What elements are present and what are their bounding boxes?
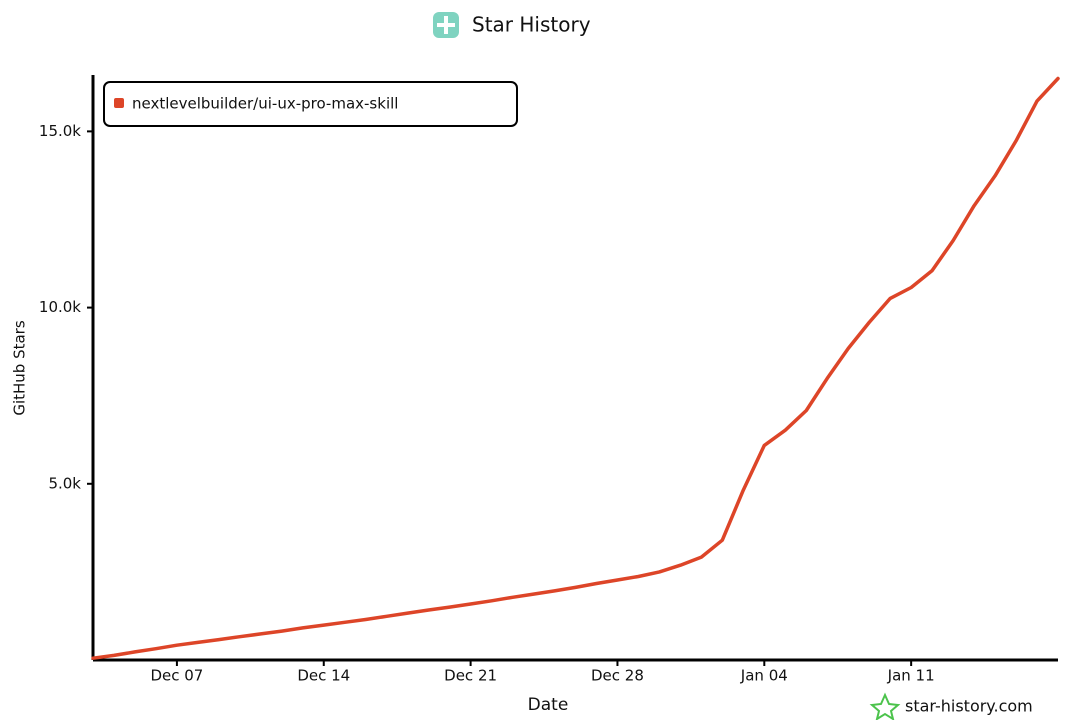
x-axis-label: Date <box>528 695 569 715</box>
legend-label: nextlevelbuilder/ui-ux-pro-max-skill <box>132 95 398 113</box>
y-axis-label: GitHub Stars <box>11 320 29 416</box>
line-series <box>91 76 1060 660</box>
credit-icon <box>869 692 901 720</box>
x-tick-label: Jan 04 <box>740 667 788 685</box>
chart-title: Star History <box>472 13 591 37</box>
logo <box>433 12 459 38</box>
credit: star-history.com <box>905 697 1033 716</box>
x-tick-label: Dec 28 <box>591 667 644 685</box>
y-tick-label: 5.0k <box>48 474 81 492</box>
legend <box>103 81 518 127</box>
x-tick-label: Dec 07 <box>150 667 203 685</box>
x-tick-label: Dec 21 <box>444 667 497 685</box>
x-tick-label: Jan 11 <box>887 667 935 685</box>
legend-swatch <box>114 98 124 108</box>
y-tick-label: 15.0k <box>39 122 81 140</box>
x-tick-label: Dec 14 <box>297 667 350 685</box>
y-tick-label: 10.0k <box>39 298 81 316</box>
